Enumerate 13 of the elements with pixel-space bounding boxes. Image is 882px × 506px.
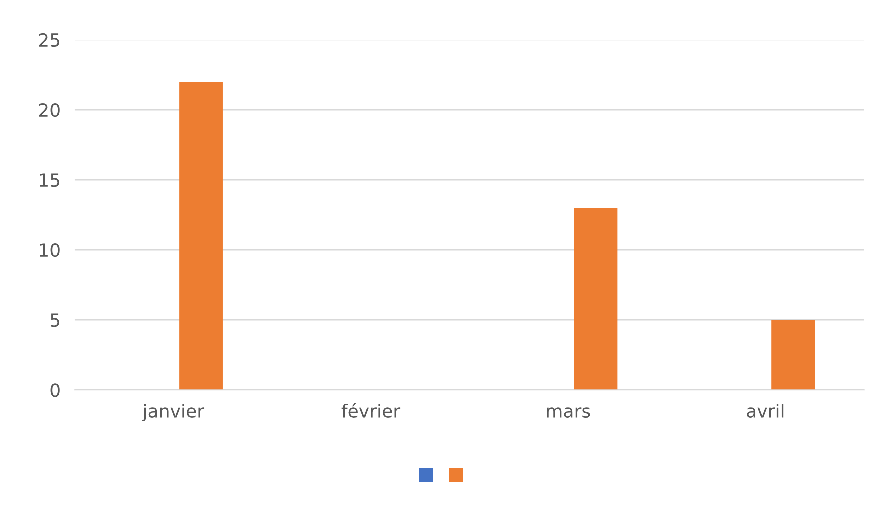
y-tick-label: 10 [40,244,60,258]
x-tick-label: février [342,403,401,418]
y-tick-label: 0 [50,384,60,398]
y-tick-label: 15 [40,174,60,188]
y-tick-label: 5 [50,314,60,328]
x-tick-label: mars [547,408,590,418]
x-tick-label: avril [747,404,784,418]
y-tick-label: 20 [39,103,60,118]
bar [180,82,223,390]
y-tick-label: 25 [39,33,60,48]
x-tick-label: janvier [142,404,205,422]
bar [772,320,816,390]
bar [574,208,618,390]
